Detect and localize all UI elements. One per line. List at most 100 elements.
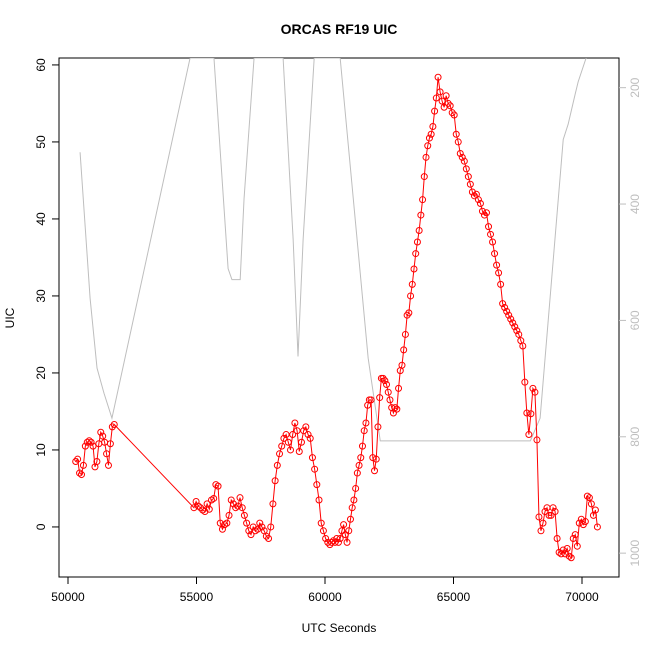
data-point xyxy=(448,109,456,117)
data-point xyxy=(429,123,437,131)
data-point xyxy=(464,173,472,181)
data-point xyxy=(474,196,482,204)
data-point xyxy=(352,484,360,492)
data-point xyxy=(398,361,406,369)
data-point xyxy=(225,511,233,519)
data-point xyxy=(93,457,101,465)
data-point xyxy=(317,519,325,527)
data-point xyxy=(533,436,541,444)
data-point xyxy=(557,550,565,558)
data-point xyxy=(480,211,488,219)
data-point xyxy=(489,238,497,246)
data-point xyxy=(313,481,321,489)
data-point xyxy=(442,92,450,100)
data-point xyxy=(190,504,198,512)
data-point xyxy=(245,527,253,535)
y2-tick-label: 800 xyxy=(628,426,642,446)
data-point xyxy=(405,309,413,317)
data-point xyxy=(247,531,255,539)
data-point xyxy=(505,311,513,319)
data-point xyxy=(293,427,301,435)
data-point xyxy=(355,461,363,469)
data-point xyxy=(74,455,82,463)
data-point xyxy=(85,437,93,445)
data-point xyxy=(106,440,114,448)
data-point xyxy=(434,73,442,81)
data-point xyxy=(499,300,507,308)
data-point xyxy=(221,521,229,529)
data-point xyxy=(458,153,466,161)
data-point xyxy=(470,192,478,200)
data-point xyxy=(265,534,273,542)
data-point xyxy=(478,207,486,215)
data-point xyxy=(345,527,353,535)
data-point xyxy=(79,461,87,469)
data-point xyxy=(547,511,555,519)
data-point xyxy=(545,511,553,519)
data-point xyxy=(541,508,549,516)
data-point xyxy=(567,554,575,562)
data-point xyxy=(269,500,277,508)
data-point xyxy=(501,303,509,311)
data-point xyxy=(289,431,297,439)
data-point xyxy=(306,434,314,442)
y-tick-label: 50 xyxy=(34,135,48,149)
data-point xyxy=(460,157,468,165)
data-point xyxy=(468,188,476,196)
data-point xyxy=(436,88,444,96)
data-point xyxy=(72,457,80,465)
data-point xyxy=(333,534,341,542)
data-point xyxy=(104,461,112,469)
data-point xyxy=(511,323,519,331)
data-point xyxy=(507,315,515,323)
data-point xyxy=(77,471,85,479)
x-axis-label: UTC Seconds xyxy=(302,621,377,635)
y-tick-label: 0 xyxy=(34,523,48,530)
data-point xyxy=(565,552,573,560)
data-point xyxy=(573,542,581,550)
data-point xyxy=(197,504,205,512)
data-point xyxy=(240,511,248,519)
data-point xyxy=(549,504,557,512)
data-point xyxy=(350,496,358,504)
plot-area xyxy=(72,58,601,562)
data-point xyxy=(302,423,310,431)
y-tick-label: 10 xyxy=(34,443,48,457)
data-point xyxy=(214,482,222,490)
series-line xyxy=(79,58,587,442)
data-point xyxy=(419,196,427,204)
data-point xyxy=(509,319,517,327)
data-point xyxy=(297,438,305,446)
data-point xyxy=(591,506,599,514)
data-point xyxy=(422,153,430,161)
data-point xyxy=(278,442,286,450)
data-point xyxy=(319,527,327,535)
data-point xyxy=(267,523,275,531)
data-point xyxy=(304,431,312,439)
data-point xyxy=(563,545,571,553)
data-point xyxy=(587,500,595,508)
data-point xyxy=(322,534,330,542)
chart-title: ORCAS RF19 UIC xyxy=(281,21,398,37)
data-point xyxy=(194,502,202,510)
y-tick-label: 40 xyxy=(34,212,48,226)
data-point xyxy=(369,454,377,462)
data-point xyxy=(227,496,235,504)
data-point xyxy=(412,250,420,258)
x-tick-label: 50000 xyxy=(51,590,85,604)
data-point xyxy=(551,508,559,516)
data-point xyxy=(300,427,308,435)
data-point xyxy=(410,265,418,273)
data-point xyxy=(357,454,365,462)
data-point xyxy=(232,504,240,512)
data-point xyxy=(401,330,409,338)
data-point xyxy=(234,502,242,510)
data-point xyxy=(376,394,384,402)
data-point xyxy=(236,494,244,502)
data-point xyxy=(585,494,593,502)
data-point xyxy=(315,496,323,504)
data-point xyxy=(559,546,567,554)
data-point xyxy=(456,149,464,157)
data-point xyxy=(521,378,529,386)
data-point xyxy=(420,173,428,181)
